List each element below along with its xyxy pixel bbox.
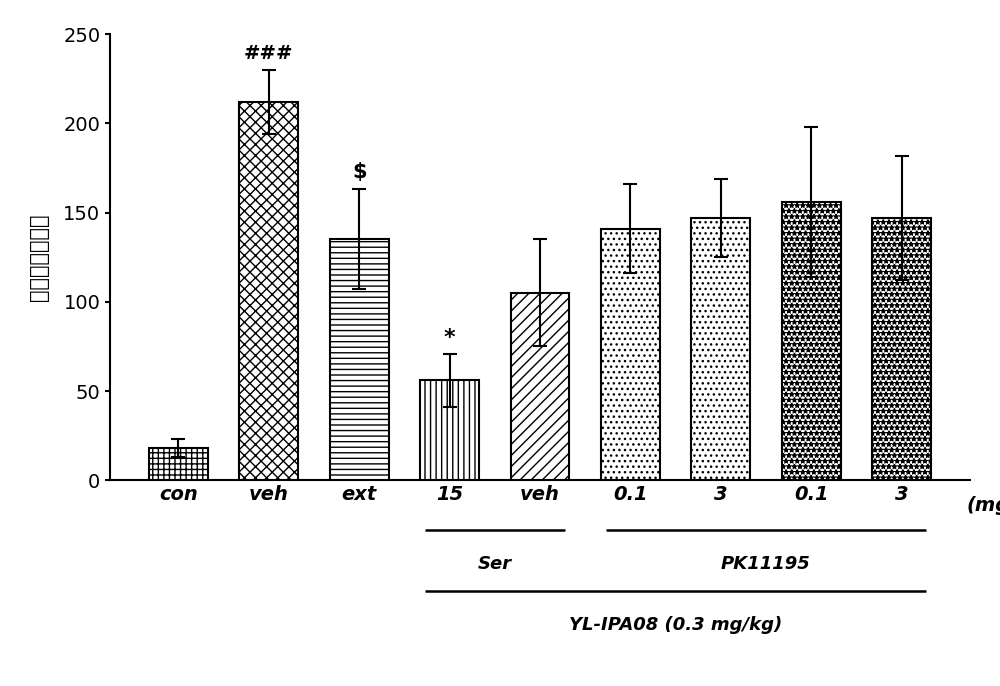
- Bar: [601, 228, 660, 480]
- Bar: [872, 218, 931, 480]
- Bar: [239, 102, 298, 480]
- Bar: [511, 293, 569, 480]
- Bar: [420, 380, 479, 480]
- Text: YL-IPA08 (0.3 mg/kg): YL-IPA08 (0.3 mg/kg): [569, 616, 782, 634]
- Text: ###: ###: [244, 44, 294, 63]
- Bar: [691, 218, 750, 480]
- Bar: [782, 202, 841, 480]
- Text: Ser: Ser: [478, 555, 512, 573]
- Text: PK11195: PK11195: [721, 555, 811, 573]
- Bar: [149, 448, 208, 480]
- Text: *: *: [444, 328, 455, 348]
- Text: $: $: [352, 163, 366, 182]
- Text: (mg/kg): (mg/kg): [967, 496, 1000, 514]
- Y-axis label: 僵住时间（秒）: 僵住时间（秒）: [29, 213, 49, 301]
- Bar: [330, 239, 389, 480]
